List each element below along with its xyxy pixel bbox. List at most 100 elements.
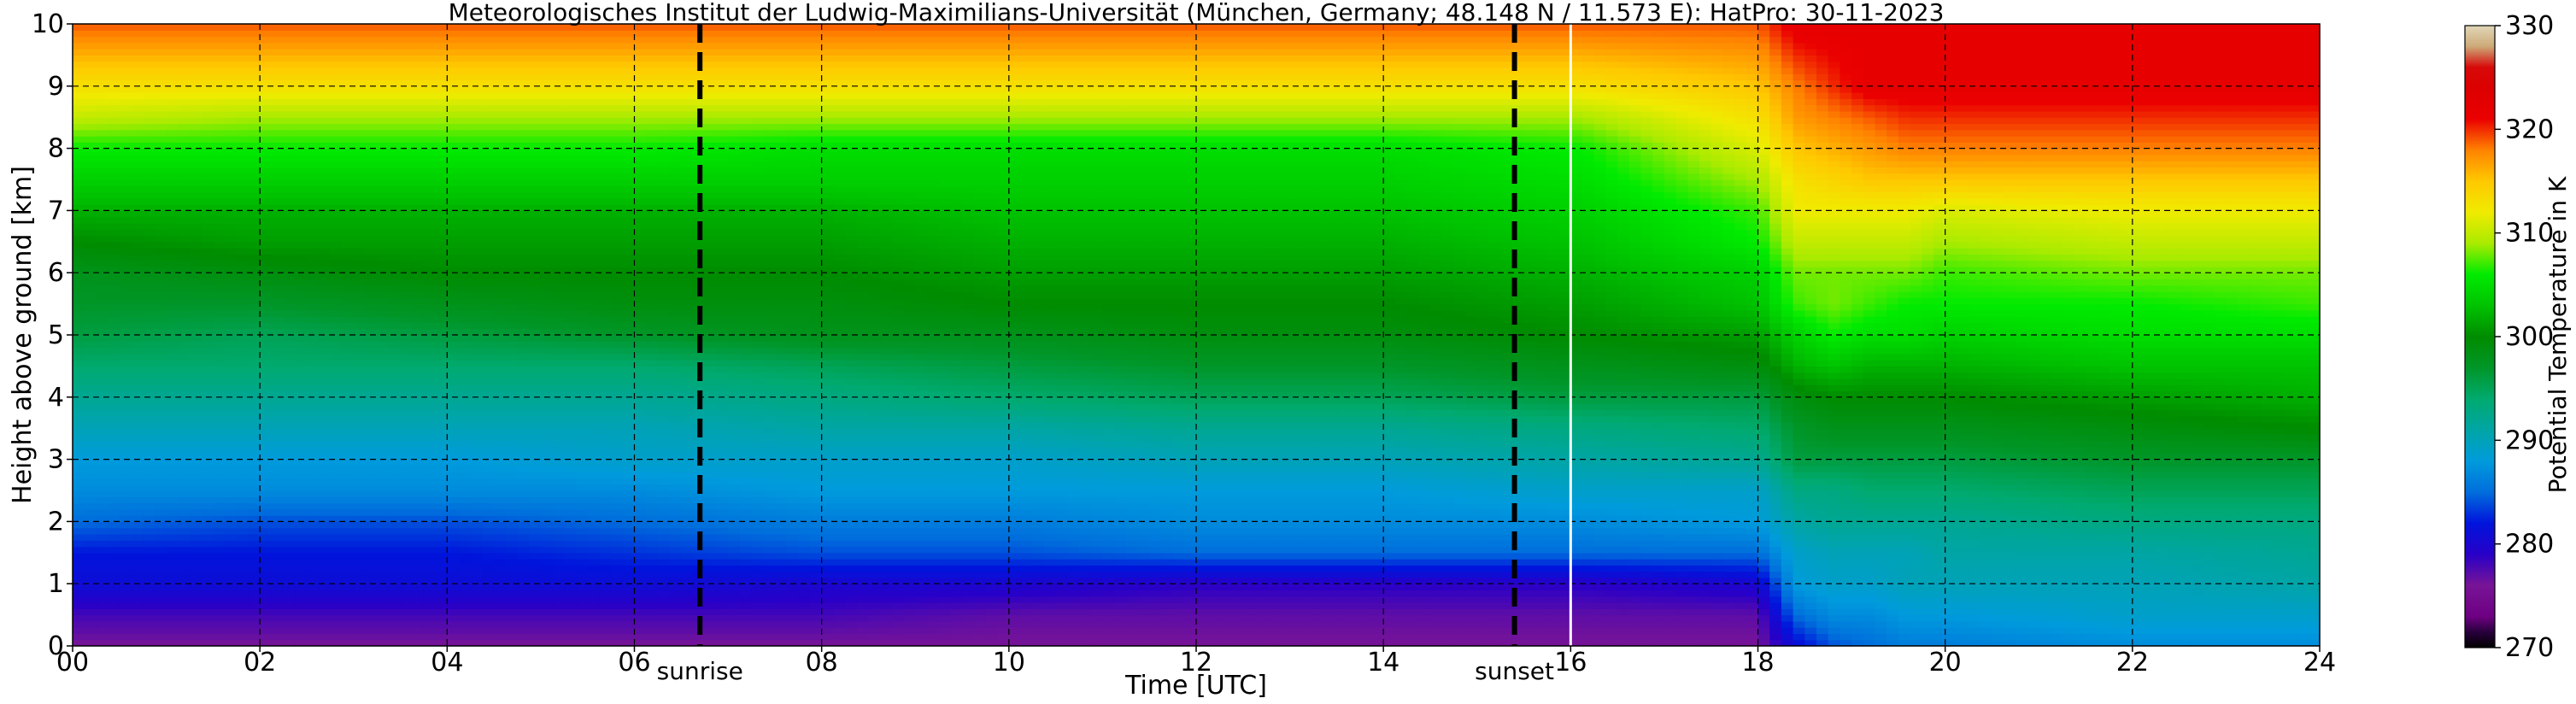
heatmap-cell bbox=[622, 627, 636, 635]
heatmap-cell bbox=[599, 110, 612, 118]
heatmap-cell bbox=[236, 633, 249, 641]
heatmap-cell bbox=[189, 472, 202, 479]
heatmap-cell bbox=[295, 453, 308, 461]
heatmap-cell bbox=[587, 571, 601, 578]
heatmap-cell bbox=[482, 24, 495, 31]
heatmap-cell bbox=[505, 273, 519, 280]
heatmap-cell bbox=[119, 73, 132, 81]
heatmap-cell bbox=[108, 527, 120, 535]
heatmap-cell bbox=[365, 472, 378, 479]
heatmap-cell bbox=[84, 472, 97, 479]
heatmap-cell bbox=[201, 42, 214, 50]
heatmap-cell bbox=[330, 434, 343, 442]
heatmap-cell bbox=[330, 533, 343, 541]
heatmap-cell bbox=[108, 472, 120, 479]
heatmap-cell bbox=[342, 540, 355, 548]
heatmap-cell bbox=[564, 110, 577, 118]
heatmap-cell bbox=[178, 521, 191, 529]
heatmap-cell bbox=[459, 559, 472, 566]
heatmap-cell bbox=[412, 36, 425, 44]
heatmap-cell bbox=[330, 73, 343, 81]
heatmap-cell bbox=[84, 179, 97, 186]
heatmap-cell bbox=[576, 173, 589, 180]
heatmap-cell bbox=[108, 248, 120, 255]
heatmap-cell bbox=[400, 396, 413, 404]
heatmap-cell bbox=[540, 608, 554, 616]
heatmap-cell bbox=[84, 409, 97, 417]
heatmap-cell bbox=[388, 235, 402, 243]
heatmap-cell bbox=[201, 347, 214, 355]
heatmap-cell bbox=[154, 148, 167, 155]
heatmap-cell bbox=[189, 30, 202, 38]
heatmap-cell bbox=[505, 472, 519, 479]
heatmap-cell bbox=[564, 496, 577, 504]
heatmap-cell bbox=[260, 260, 273, 267]
heatmap-cell bbox=[306, 577, 320, 584]
heatmap-cell bbox=[166, 30, 179, 38]
heatmap-cell bbox=[131, 440, 144, 448]
heatmap-cell bbox=[353, 285, 367, 292]
heatmap-cell bbox=[178, 372, 191, 379]
heatmap-cell bbox=[646, 559, 659, 566]
heatmap-cell bbox=[201, 322, 214, 330]
heatmap-cell bbox=[178, 129, 191, 137]
heatmap-cell bbox=[236, 620, 249, 628]
heatmap-cell bbox=[260, 341, 273, 349]
heatmap-cell bbox=[576, 24, 589, 31]
heatmap-cell bbox=[517, 309, 530, 317]
heatmap-cell bbox=[365, 210, 378, 218]
heatmap-cell bbox=[412, 434, 425, 442]
heatmap-cell bbox=[143, 30, 155, 38]
heatmap-cell bbox=[459, 173, 472, 180]
heatmap-cell bbox=[96, 546, 109, 554]
heatmap-cell bbox=[73, 167, 85, 174]
heatmap-cell bbox=[505, 515, 519, 522]
heatmap-cell bbox=[248, 85, 261, 93]
heatmap-cell bbox=[189, 322, 202, 330]
heatmap-cell bbox=[189, 627, 202, 635]
heatmap-cell bbox=[330, 216, 343, 224]
heatmap-cell bbox=[154, 502, 167, 510]
heatmap-cell bbox=[435, 210, 448, 218]
heatmap-cell bbox=[260, 129, 273, 137]
heatmap-cell bbox=[108, 602, 120, 609]
heatmap-cell bbox=[84, 49, 97, 56]
heatmap-cell bbox=[306, 129, 320, 137]
heatmap-cell bbox=[342, 415, 355, 423]
heatmap-cell bbox=[365, 415, 378, 423]
heatmap-cell bbox=[412, 42, 425, 50]
heatmap-cell bbox=[599, 266, 612, 273]
heatmap-cell bbox=[412, 67, 425, 74]
heatmap-cell bbox=[283, 409, 296, 417]
heatmap-cell bbox=[166, 440, 179, 448]
heatmap-cell bbox=[599, 478, 612, 485]
heatmap-cell bbox=[482, 465, 495, 472]
heatmap-cell bbox=[634, 484, 647, 491]
heatmap-cell bbox=[552, 291, 565, 298]
heatmap-cell bbox=[622, 372, 636, 379]
heatmap-cell bbox=[388, 627, 402, 635]
heatmap-cell bbox=[505, 571, 519, 578]
heatmap-cell bbox=[353, 161, 367, 168]
heatmap-cell bbox=[412, 540, 425, 548]
heatmap-cell bbox=[119, 527, 132, 535]
heatmap-cell bbox=[96, 595, 109, 603]
heatmap-cell bbox=[318, 384, 331, 392]
heatmap-cell bbox=[505, 396, 519, 404]
heatmap-cell bbox=[213, 366, 226, 373]
heatmap-cell bbox=[342, 614, 355, 622]
heatmap-cell bbox=[201, 229, 214, 237]
heatmap-cell bbox=[576, 366, 589, 373]
heatmap-cell bbox=[587, 533, 601, 541]
heatmap-cell bbox=[377, 117, 390, 125]
heatmap-cell bbox=[552, 627, 565, 635]
heatmap-cell bbox=[587, 235, 601, 243]
heatmap-cell bbox=[353, 335, 367, 342]
heatmap-cell bbox=[236, 595, 249, 603]
heatmap-cell bbox=[646, 197, 659, 205]
heatmap-cell bbox=[166, 123, 179, 131]
heatmap-cell bbox=[330, 117, 343, 125]
heatmap-cell bbox=[494, 110, 507, 118]
heatmap-cell bbox=[459, 378, 472, 385]
heatmap-cell bbox=[189, 229, 202, 237]
